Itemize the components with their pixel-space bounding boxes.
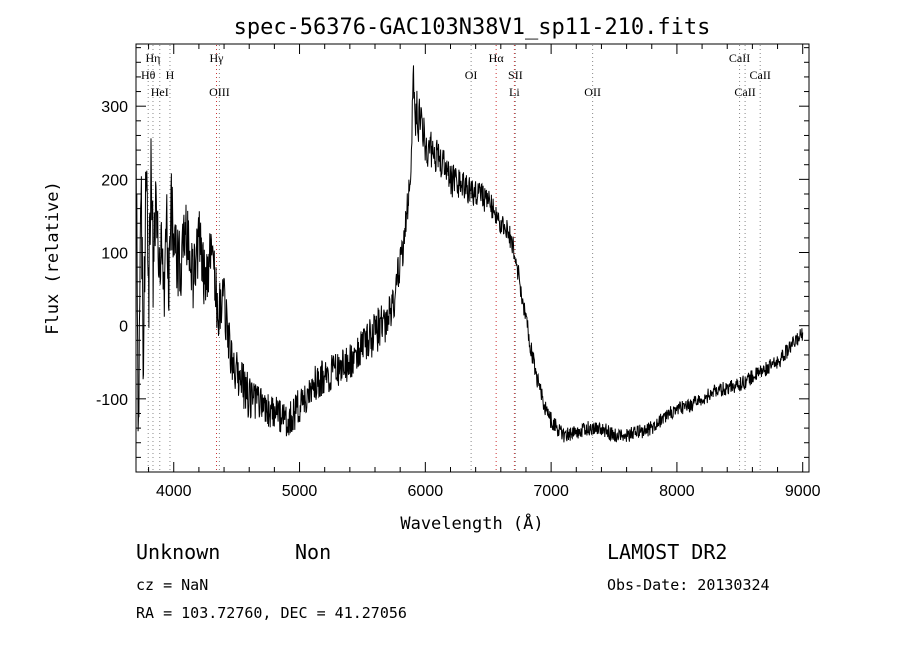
y-axis-label: Flux (relative) [43, 181, 63, 335]
line-marker-label: OII [584, 85, 601, 99]
line-marker-label: Hη [146, 51, 161, 65]
line-marker-label: Hθ [141, 68, 156, 82]
redshift-cz: cz = NaN [136, 576, 209, 594]
y-tick-label: 200 [101, 172, 128, 189]
x-tick-label: 7000 [533, 483, 569, 500]
y-tick-label: 100 [101, 246, 128, 263]
y-tick-label: 0 [119, 319, 128, 336]
line-marker-label: CaII [729, 51, 750, 65]
line-marker-label: Hα [489, 51, 505, 65]
y-tick-label: -100 [96, 392, 128, 409]
chart-title: spec-56376-GAC103N38V1_sp11-210.fits [234, 15, 711, 40]
spectrum-line [135, 65, 804, 443]
x-axis-label: Wavelength (Å) [400, 512, 543, 534]
survey-name: LAMOST DR2 [607, 540, 728, 564]
axis-ticks: 4000 5000 6000 7000 8000 9000 -100 0 100 200 300 [96, 44, 821, 500]
coordinates: RA = 103.72760, DEC = 41.27056 [136, 604, 407, 622]
observation-date: Obs-Date: 20130324 [607, 576, 770, 594]
line-marker-label: Hγ [210, 51, 225, 65]
line-marker-label: CaII [734, 85, 755, 99]
x-tick-label: 8000 [659, 483, 695, 500]
line-marker-label: HeI [151, 85, 169, 99]
x-tick-label: 6000 [408, 483, 444, 500]
plot-frame [135, 43, 810, 473]
x-tick-label: 9000 [785, 483, 821, 500]
x-tick-label: 4000 [156, 483, 192, 500]
line-marker-label: SII [508, 68, 523, 82]
x-tick-label: 5000 [282, 483, 318, 500]
object-subclass: Non [295, 540, 332, 564]
line-marker-label: CaII [750, 68, 771, 82]
y-tick-label: 300 [101, 99, 128, 116]
line-marker-label: OIII [209, 85, 230, 99]
line-marker-label: Li [509, 85, 520, 99]
object-class: Unknown [136, 540, 221, 564]
line-marker-label: H [166, 68, 175, 82]
line-marker-label: OI [465, 68, 478, 82]
